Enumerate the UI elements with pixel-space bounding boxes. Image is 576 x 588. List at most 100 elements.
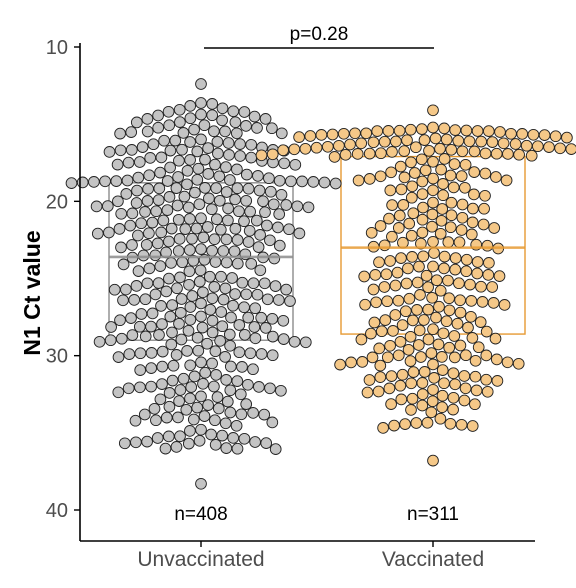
data-point bbox=[233, 205, 245, 218]
data-point bbox=[161, 204, 174, 216]
data-point bbox=[224, 174, 236, 186]
data-point bbox=[235, 408, 248, 421]
data-point bbox=[278, 157, 291, 170]
data-point bbox=[208, 233, 221, 246]
data-point bbox=[395, 183, 408, 196]
data-point bbox=[133, 156, 146, 168]
data-point bbox=[195, 78, 207, 90]
data-point bbox=[205, 428, 217, 441]
data-point bbox=[248, 110, 261, 123]
data-point bbox=[211, 135, 224, 148]
data-point bbox=[228, 245, 241, 258]
data-point bbox=[465, 310, 477, 323]
data-point bbox=[411, 276, 424, 289]
data-point bbox=[378, 281, 391, 293]
data-point bbox=[205, 203, 218, 216]
data-point bbox=[436, 364, 449, 376]
data-point bbox=[206, 98, 219, 110]
data-point bbox=[263, 172, 275, 185]
data-point bbox=[398, 171, 411, 184]
data-point bbox=[221, 395, 234, 408]
data-point bbox=[175, 333, 188, 346]
data-point bbox=[208, 125, 220, 138]
data-point bbox=[386, 230, 398, 243]
data-point bbox=[118, 437, 131, 450]
data-point bbox=[266, 349, 279, 362]
data-point bbox=[447, 391, 460, 404]
data-point bbox=[170, 182, 183, 194]
data-point bbox=[191, 401, 204, 414]
data-point bbox=[253, 184, 266, 197]
data-point bbox=[152, 109, 164, 122]
data-point bbox=[395, 252, 407, 264]
data-point bbox=[226, 272, 238, 284]
data-point bbox=[167, 359, 180, 372]
data-point bbox=[440, 133, 453, 146]
data-point bbox=[543, 141, 555, 153]
data-point bbox=[253, 381, 265, 393]
data-point bbox=[101, 200, 114, 212]
data-point bbox=[233, 346, 246, 359]
data-point bbox=[155, 226, 168, 239]
data-point bbox=[199, 182, 211, 194]
data-point bbox=[249, 332, 262, 345]
data-point bbox=[488, 222, 501, 234]
data-point bbox=[470, 384, 483, 397]
data-point bbox=[374, 220, 387, 232]
data-point bbox=[130, 280, 143, 292]
data-point bbox=[163, 400, 176, 413]
data-point bbox=[381, 351, 394, 364]
data-point bbox=[223, 149, 235, 161]
data-point bbox=[277, 314, 290, 327]
data-point bbox=[213, 170, 226, 183]
data-point bbox=[170, 349, 183, 361]
data-point bbox=[415, 153, 428, 166]
data-point bbox=[459, 382, 472, 395]
data-point bbox=[448, 351, 461, 364]
data-point bbox=[141, 277, 154, 290]
data-point bbox=[401, 134, 413, 147]
data-point bbox=[166, 374, 179, 387]
data-point bbox=[437, 189, 449, 202]
data-point bbox=[153, 329, 165, 341]
data-point bbox=[427, 172, 439, 185]
data-point bbox=[103, 146, 116, 158]
data-point bbox=[359, 298, 371, 311]
data-point bbox=[406, 251, 418, 263]
data-point bbox=[203, 192, 215, 205]
data-point bbox=[206, 292, 219, 305]
data-point bbox=[368, 316, 381, 329]
data-point bbox=[177, 372, 190, 385]
data-point bbox=[135, 217, 148, 230]
data-point bbox=[255, 149, 268, 162]
data-point bbox=[394, 335, 407, 348]
data-point bbox=[125, 126, 138, 138]
data-point bbox=[445, 143, 458, 156]
data-point bbox=[453, 277, 465, 290]
data-point bbox=[416, 388, 429, 401]
data-point bbox=[150, 414, 162, 427]
data-point bbox=[115, 207, 128, 220]
data-point bbox=[269, 443, 282, 455]
data-point bbox=[416, 226, 429, 239]
data-point bbox=[427, 260, 439, 273]
data-point bbox=[130, 116, 143, 129]
data-point bbox=[393, 124, 406, 137]
data-point bbox=[125, 144, 138, 156]
data-point bbox=[443, 292, 455, 305]
data-point bbox=[264, 382, 276, 395]
data-point bbox=[430, 311, 442, 324]
data-point bbox=[231, 182, 244, 195]
data-point bbox=[191, 331, 204, 344]
data-point bbox=[384, 255, 396, 267]
data-point bbox=[393, 209, 406, 222]
data-point bbox=[447, 367, 460, 380]
data-point bbox=[447, 403, 459, 416]
data-point bbox=[112, 195, 124, 208]
data-point bbox=[197, 377, 209, 390]
data-point bbox=[429, 132, 442, 145]
data-points bbox=[65, 78, 576, 490]
data-point bbox=[267, 198, 280, 211]
data-point bbox=[444, 417, 457, 430]
data-point bbox=[423, 144, 435, 157]
